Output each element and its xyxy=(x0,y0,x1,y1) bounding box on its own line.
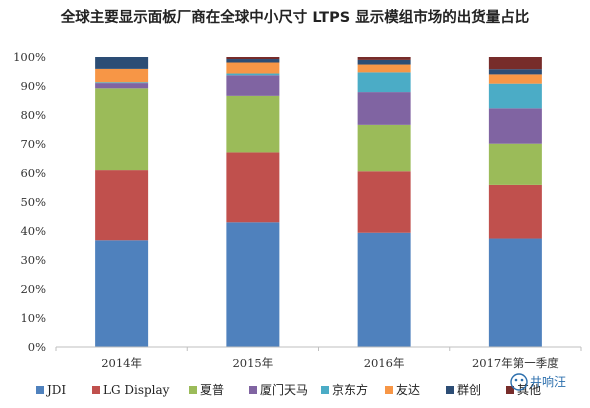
y-tick-label: 90% xyxy=(20,79,46,93)
legend-swatch xyxy=(189,386,197,394)
y-tick-label: 20% xyxy=(20,282,46,296)
y-tick-label: 0% xyxy=(28,340,46,354)
bar-segment xyxy=(95,83,149,89)
y-tick-label: 60% xyxy=(20,166,46,180)
y-axis: 0% 10% 20% 30% 40% 50% 60% 70% 80% 90% 100% xyxy=(13,50,46,354)
bar-segment xyxy=(488,57,542,70)
x-tick-label: 2015年 xyxy=(232,356,273,370)
bar-segment xyxy=(357,124,411,172)
y-tick-label: 30% xyxy=(20,253,46,267)
bar-segment xyxy=(95,240,149,347)
bar-segment xyxy=(95,57,149,69)
legend-swatch xyxy=(92,386,100,394)
legend-label: 夏普 xyxy=(200,383,224,397)
bar-segment xyxy=(226,75,280,96)
y-tick-label: 80% xyxy=(20,108,46,122)
bar-segment xyxy=(488,83,542,109)
bar-segment xyxy=(488,74,542,84)
wechat-icon-eye-left xyxy=(514,378,518,382)
bar-segment xyxy=(226,222,280,347)
y-tick-label: 40% xyxy=(20,224,46,238)
legend-label: JDI xyxy=(45,383,66,397)
bar-segment xyxy=(488,108,542,144)
bar-segment xyxy=(357,59,411,65)
bar-segment xyxy=(357,171,411,233)
bar-segment xyxy=(357,64,411,73)
bar-segment xyxy=(488,69,542,75)
y-tick-label: 50% xyxy=(20,195,46,209)
bar-segment xyxy=(95,88,149,171)
legend-swatch xyxy=(385,386,393,394)
bars-group xyxy=(95,57,542,347)
y-tick-label: 70% xyxy=(20,137,46,151)
bar-segment xyxy=(488,143,542,185)
legend-label: 群创 xyxy=(457,383,481,397)
legend-swatch xyxy=(321,386,329,394)
watermark: 井响汪 xyxy=(510,373,566,391)
wechat-icon xyxy=(510,373,528,391)
bar-segment xyxy=(357,92,411,125)
bar-segment xyxy=(357,232,411,347)
legend-label: 京东方 xyxy=(332,382,368,397)
bar-segment xyxy=(95,82,149,84)
legend: JDI LG Display 夏普 厦门天马 京东方 友达 群创 其他 xyxy=(36,382,541,397)
legend-swatch xyxy=(36,386,44,394)
x-axis: 2014年 2015年 2016年 2017年第一季度 xyxy=(55,347,582,370)
y-tick-label: 10% xyxy=(20,311,46,325)
wechat-icon-eye-right xyxy=(520,378,524,382)
legend-label: 友达 xyxy=(396,383,420,397)
x-tick-label: 2016年 xyxy=(364,356,405,370)
legend-label: 厦门天马 xyxy=(260,382,308,397)
bar-segment xyxy=(488,238,542,347)
bar-segment xyxy=(95,68,149,83)
y-tick-label: 100% xyxy=(13,50,46,64)
legend-swatch xyxy=(249,386,257,394)
watermark-text: 井响汪 xyxy=(530,374,566,389)
bar-segment xyxy=(226,57,280,60)
bar-segment xyxy=(226,73,280,76)
bar-segment xyxy=(226,152,280,223)
bar-segment xyxy=(357,57,411,60)
bar-segment xyxy=(226,59,280,63)
bar-segment xyxy=(488,184,542,239)
legend-label: LG Display xyxy=(103,383,170,397)
chart-title: 全球主要显示面板厂商在全球中小尺寸 LTPS 显示模组市场的出货量占比 xyxy=(60,8,529,26)
legend-swatch xyxy=(446,386,454,394)
x-tick-label: 2017年第一季度 xyxy=(472,356,559,370)
bar-segment xyxy=(226,62,280,74)
bar-segment xyxy=(95,170,149,241)
legend-swatch xyxy=(506,386,514,394)
x-tick-label: 2014年 xyxy=(101,356,142,370)
legend-label: 其他 xyxy=(517,383,541,397)
bar-segment xyxy=(226,95,280,153)
bar-segment xyxy=(357,72,411,93)
